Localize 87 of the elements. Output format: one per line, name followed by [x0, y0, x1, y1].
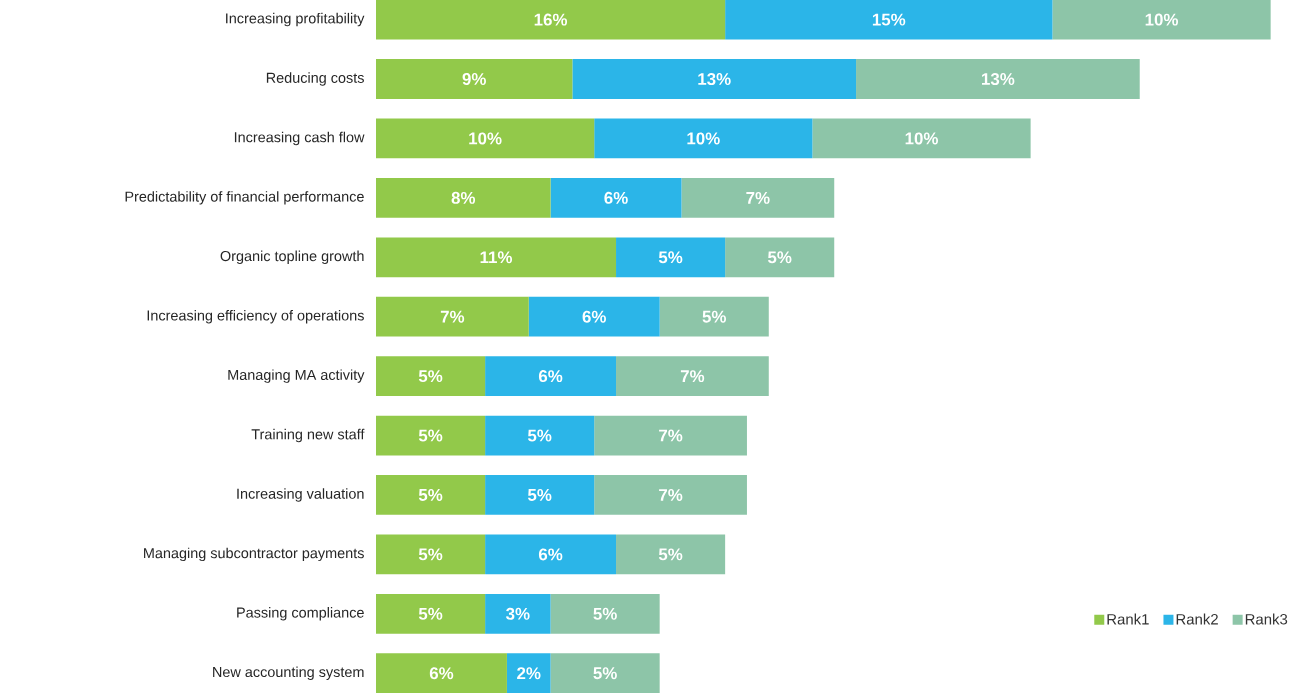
- bar: [485, 415, 595, 456]
- y-tick-label: Predictability of financial performance: [125, 191, 364, 205]
- y-tick-label: Managing subcontractor payments: [144, 547, 364, 562]
- bar: [485, 534, 617, 575]
- y-tick-label: Managing MA activity: [228, 369, 365, 383]
- data-label: 6%: [429, 667, 454, 680]
- data-label: 8%: [451, 191, 476, 204]
- bar: [376, 296, 529, 337]
- data-label: 5%: [593, 607, 617, 620]
- data-label: 6%: [538, 370, 563, 383]
- bar: [725, 0, 1053, 40]
- data-label: 5%: [418, 548, 443, 561]
- bar: [506, 653, 551, 694]
- bar: [681, 177, 835, 218]
- data-label: 5%: [527, 488, 552, 501]
- legend-label: Rank3: [1245, 613, 1288, 625]
- legend-label: Rank1: [1107, 613, 1149, 625]
- data-label: 7%: [746, 191, 770, 204]
- data-label: 13%: [698, 73, 731, 86]
- data-label: 9%: [462, 73, 486, 86]
- y-tick-label: Organic topline growth: [220, 250, 364, 265]
- bar: [528, 296, 660, 337]
- bar: [376, 475, 486, 515]
- y-tick-label: Reducing costs: [266, 72, 364, 86]
- bar: [376, 59, 573, 99]
- bar: [1052, 0, 1271, 40]
- bar: [485, 356, 617, 397]
- data-label: 5%: [658, 251, 683, 264]
- bar: [376, 415, 486, 456]
- bar: [550, 177, 682, 218]
- bar: [616, 356, 769, 397]
- data-label: 10%: [905, 132, 939, 145]
- y-tick-label: New accounting system: [213, 666, 364, 680]
- bar: [594, 118, 813, 159]
- data-label: 5%: [658, 548, 683, 561]
- data-label: 11%: [480, 251, 513, 264]
- data-label: 7%: [680, 370, 705, 383]
- bar: [572, 59, 857, 99]
- bar: [725, 237, 835, 278]
- bar: [485, 475, 595, 515]
- bar: [594, 415, 747, 456]
- data-label: 5%: [418, 370, 443, 383]
- bar: [856, 59, 1140, 99]
- bar: [616, 534, 726, 575]
- data-label: 16%: [534, 13, 568, 26]
- data-label: 5%: [527, 429, 552, 442]
- data-label: 6%: [604, 191, 628, 204]
- bar: [376, 237, 617, 278]
- legend-label: Rank2: [1176, 613, 1218, 625]
- bar: [376, 534, 486, 575]
- bar: [812, 118, 1031, 159]
- data-label: 7%: [440, 310, 465, 323]
- bar: [376, 653, 507, 694]
- bar: [376, 0, 726, 40]
- data-label: 5%: [702, 310, 727, 323]
- data-label: 10%: [469, 132, 502, 145]
- bar: [376, 593, 486, 634]
- data-label: 7%: [659, 429, 683, 442]
- bar: [659, 296, 769, 337]
- y-tick-label: Increasing profitability: [226, 12, 365, 27]
- bar: [485, 593, 551, 634]
- data-label: 10%: [687, 132, 720, 145]
- bar: [376, 118, 595, 159]
- y-tick-label: Increasing cash flow: [234, 131, 365, 146]
- bar: [376, 177, 551, 218]
- bar: [616, 237, 726, 278]
- bar: [550, 653, 660, 694]
- data-label: 10%: [1145, 13, 1179, 26]
- bar: [376, 356, 486, 397]
- y-tick-label: Training new staff: [251, 428, 365, 443]
- data-label: 7%: [659, 489, 683, 501]
- data-label: 5%: [418, 607, 443, 620]
- data-label: 15%: [872, 13, 906, 26]
- data-label: 6%: [582, 310, 606, 323]
- data-label: 5%: [418, 488, 443, 501]
- bar: [550, 593, 660, 634]
- data-label: 13%: [982, 73, 1015, 86]
- y-tick-label: Increasing valuation: [237, 488, 364, 502]
- y-tick-label: Passing compliance: [237, 607, 364, 621]
- data-label: 3%: [505, 607, 530, 620]
- data-label: 5%: [767, 251, 792, 264]
- data-label: 5%: [418, 429, 443, 442]
- bar: [594, 475, 747, 515]
- data-label: 5%: [593, 667, 617, 680]
- y-tick-label: Increasing efficiency of operations: [147, 309, 364, 324]
- data-label: 6%: [538, 548, 563, 561]
- data-label: 2%: [517, 667, 541, 680]
